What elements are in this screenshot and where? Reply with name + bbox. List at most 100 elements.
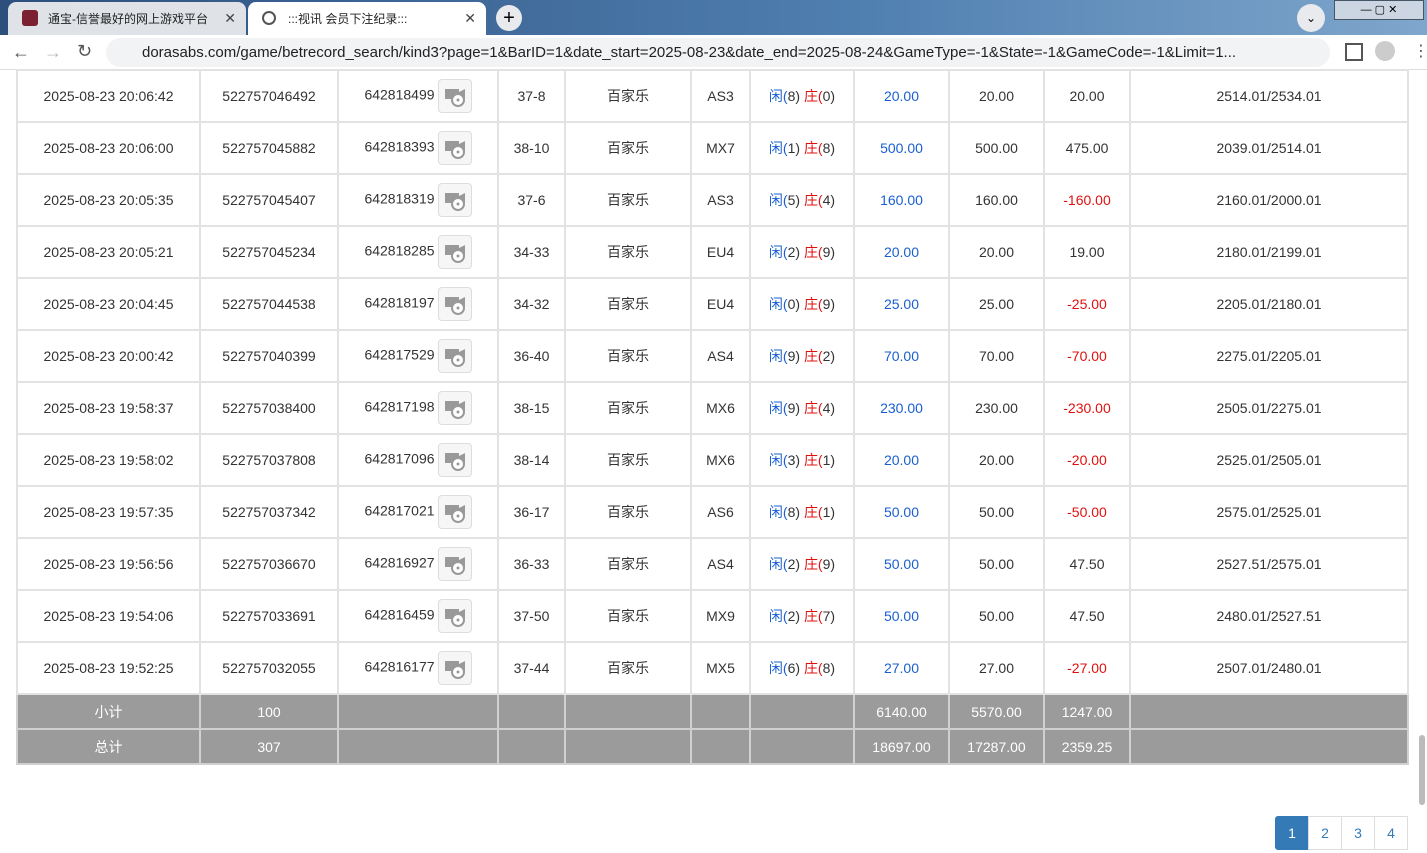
cell-bet: 500.00 bbox=[853, 121, 950, 175]
player-result: 闲(8) bbox=[768, 88, 801, 104]
cell-balance: 2180.01/2199.01 bbox=[1129, 225, 1409, 279]
tab[interactable]: :::视讯 会员下注纪录::: ✕ bbox=[248, 2, 486, 35]
address-bar: ← → ↻ dorasabs.com/game/betrecord_search… bbox=[0, 35, 1427, 70]
video-button[interactable] bbox=[437, 651, 472, 685]
cell-balance: 2514.01/2534.01 bbox=[1129, 69, 1409, 123]
cell-bet-no: 522757037342 bbox=[199, 485, 339, 539]
cell-game-no: 642818285 bbox=[337, 225, 499, 279]
player-result: 闲(0) bbox=[768, 296, 801, 312]
forward[interactable]: → bbox=[44, 42, 62, 62]
game-no: 642818499 bbox=[364, 86, 435, 103]
cell-game: 百家乐 bbox=[564, 173, 692, 227]
cell-table: AS4 bbox=[690, 537, 751, 591]
cell-table: MX9 bbox=[690, 589, 751, 643]
url-field[interactable]: dorasabs.com/game/betrecord_search/kind3… bbox=[106, 38, 1330, 67]
cell-win: -50.00 bbox=[1043, 485, 1131, 539]
bet-row: 2025-08-23 19:52:25 522757032055 642816177… bbox=[16, 641, 1409, 695]
empty-cell bbox=[1129, 693, 1409, 730]
back[interactable]: ← bbox=[12, 42, 30, 62]
window-controls[interactable]: — ▢ ✕ bbox=[1334, 0, 1424, 20]
cell-shoe: 37-50 bbox=[497, 589, 566, 643]
page-link[interactable]: 3 bbox=[1341, 816, 1375, 850]
cell-win: -160.00 bbox=[1043, 173, 1131, 227]
video-button[interactable] bbox=[437, 183, 472, 217]
side-panel[interactable] bbox=[1345, 43, 1363, 61]
banker-result: 庄(1) bbox=[803, 504, 836, 520]
cell-valid: 50.00 bbox=[948, 537, 1045, 591]
cell-bet-no: 522757037808 bbox=[199, 433, 339, 487]
cell-win: 47.50 bbox=[1043, 589, 1131, 643]
cell-shoe: 38-10 bbox=[497, 121, 566, 175]
total-count: 100 bbox=[199, 693, 339, 730]
cell-bet-no: 522757038400 bbox=[199, 381, 339, 435]
cell-valid: 70.00 bbox=[948, 329, 1045, 383]
cell-table: AS3 bbox=[690, 69, 751, 123]
game-no: 642818393 bbox=[364, 138, 435, 155]
video-button[interactable] bbox=[437, 599, 472, 633]
cell-valid: 27.00 bbox=[948, 641, 1045, 695]
cell-result: 闲(9) 庄(2) bbox=[749, 329, 855, 383]
cell-bet-no: 522757045234 bbox=[199, 225, 339, 279]
cell-result: 闲(3) 庄(1) bbox=[749, 433, 855, 487]
cell-balance: 2275.01/2205.01 bbox=[1129, 329, 1409, 383]
bet-row: 2025-08-23 20:04:45 522757044538 642818197… bbox=[16, 277, 1409, 331]
cell-game: 百家乐 bbox=[564, 225, 692, 279]
video-button[interactable] bbox=[437, 495, 472, 529]
video-button[interactable] bbox=[437, 339, 472, 373]
video-button[interactable] bbox=[437, 235, 472, 269]
cell-result: 闲(1) 庄(8) bbox=[749, 121, 855, 175]
bet-row: 2025-08-23 20:05:35 522757045407 642818319… bbox=[16, 173, 1409, 227]
tab-search[interactable]: ⌄ bbox=[1297, 4, 1325, 32]
empty-cell bbox=[749, 728, 855, 765]
cell-bet: 160.00 bbox=[853, 173, 950, 227]
cell-game-no: 642816927 bbox=[337, 537, 499, 591]
cell-table: AS4 bbox=[690, 329, 751, 383]
cell-balance: 2505.01/2275.01 bbox=[1129, 381, 1409, 435]
video-button[interactable] bbox=[437, 287, 472, 321]
cell-time: 2025-08-23 19:56:56 bbox=[16, 537, 201, 591]
page-link[interactable]: 4 bbox=[1374, 816, 1408, 850]
empty-cell bbox=[690, 693, 751, 730]
tab-bar: 通宝-信誉最好的网上游戏平台 ✕ :::视讯 会员下注纪录::: ✕ + ⌄ — ▢… bbox=[0, 0, 1427, 35]
cell-time: 2025-08-23 20:06:00 bbox=[16, 121, 201, 175]
video-button[interactable] bbox=[437, 443, 472, 477]
total-valid: 17287.00 bbox=[948, 728, 1045, 765]
cell-valid: 50.00 bbox=[948, 589, 1045, 643]
game-no: 642818319 bbox=[364, 190, 435, 207]
bet-row: 2025-08-23 19:58:37 522757038400 642817198… bbox=[16, 381, 1409, 435]
cell-game: 百家乐 bbox=[564, 277, 692, 331]
total-valid: 5570.00 bbox=[948, 693, 1045, 730]
page-link[interactable]: 2 bbox=[1308, 816, 1342, 850]
profile[interactable] bbox=[1375, 41, 1395, 61]
cell-shoe: 37-44 bbox=[497, 641, 566, 695]
cell-game: 百家乐 bbox=[564, 641, 692, 695]
cell-bet: 50.00 bbox=[853, 485, 950, 539]
new-tab[interactable]: + bbox=[496, 5, 522, 31]
video-button[interactable] bbox=[437, 79, 472, 113]
cell-shoe: 37-8 bbox=[497, 69, 566, 123]
cell-balance: 2480.01/2527.51 bbox=[1129, 589, 1409, 643]
video-button[interactable] bbox=[437, 547, 472, 581]
cell-game: 百家乐 bbox=[564, 485, 692, 539]
cell-balance: 2527.51/2575.01 bbox=[1129, 537, 1409, 591]
cell-shoe: 38-14 bbox=[497, 433, 566, 487]
cell-shoe: 36-40 bbox=[497, 329, 566, 383]
cell-table: MX7 bbox=[690, 121, 751, 175]
cell-bet: 70.00 bbox=[853, 329, 950, 383]
menu[interactable]: ⋮ bbox=[1413, 43, 1427, 60]
cell-game-no: 642818499 bbox=[337, 69, 499, 123]
cell-table: EU4 bbox=[690, 277, 751, 331]
banker-result: 庄(7) bbox=[803, 608, 836, 624]
reload[interactable]: ↻ bbox=[77, 41, 93, 61]
cell-bet-no: 522757033691 bbox=[199, 589, 339, 643]
video-button[interactable] bbox=[437, 131, 472, 165]
tab[interactable]: 通宝-信誉最好的网上游戏平台 ✕ bbox=[8, 2, 246, 35]
cell-time: 2025-08-23 20:05:21 bbox=[16, 225, 201, 279]
bet-table: 2025-08-23 20:06:42 522757046492 642818499… bbox=[16, 69, 1409, 765]
cell-valid: 20.00 bbox=[948, 433, 1045, 487]
page-link[interactable]: 1 bbox=[1275, 816, 1309, 850]
scrollbar bbox=[1419, 735, 1425, 805]
video-button[interactable] bbox=[437, 391, 472, 425]
cell-valid: 20.00 bbox=[948, 69, 1045, 123]
